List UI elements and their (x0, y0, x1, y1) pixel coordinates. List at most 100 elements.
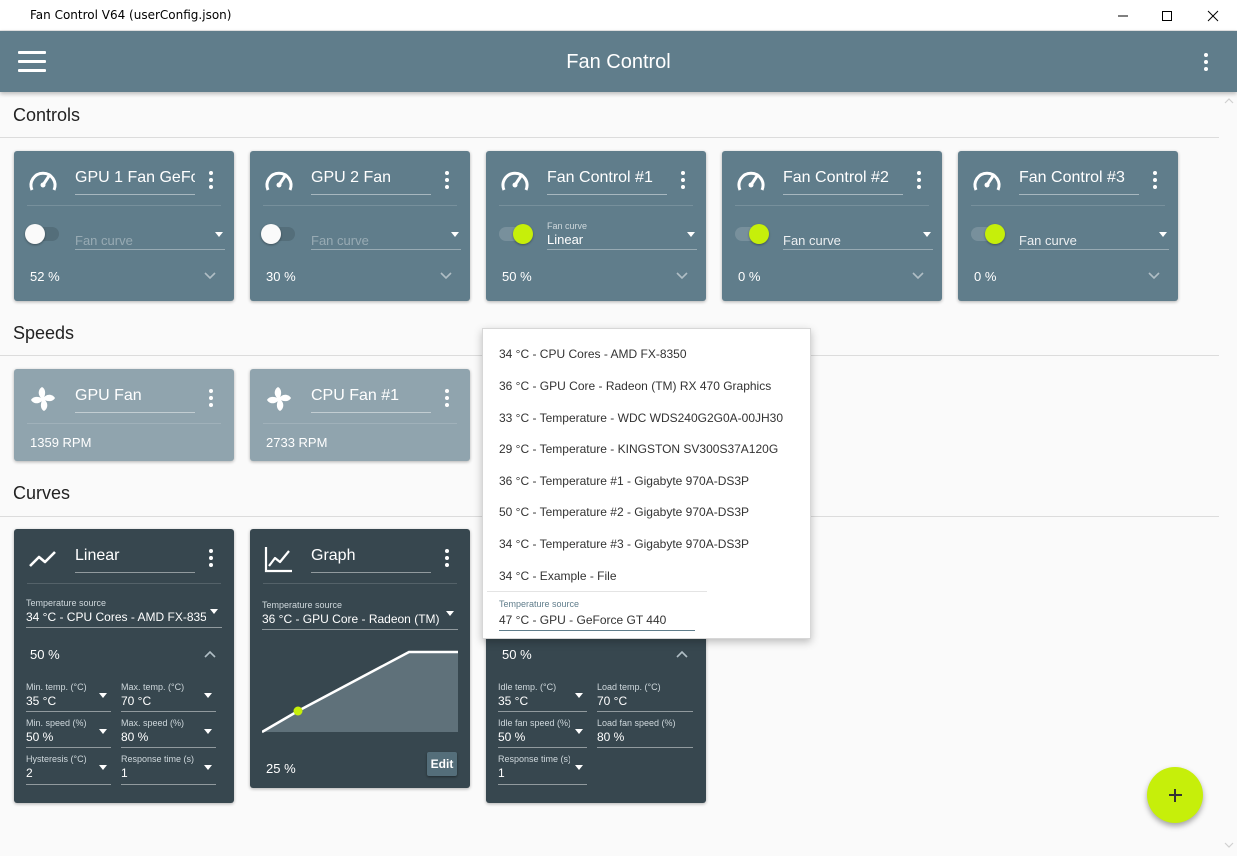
chevron-up-icon[interactable] (675, 649, 689, 659)
max-temp-select[interactable]: Max. temp. (°C) 70 °C (121, 682, 216, 712)
maximize-button[interactable] (1144, 0, 1190, 31)
temperature-source-value: 36 °C - GPU Core - Radeon (TM) RX 470 Gr… (262, 612, 442, 626)
more-options-icon[interactable] (1198, 51, 1214, 73)
hysteresis-select[interactable]: Hysteresis (°C) 2 (26, 754, 111, 785)
controls-section-title: Controls (13, 105, 81, 125)
response-time-select[interactable]: Response time (s) 1 (498, 754, 587, 785)
curve-name-field[interactable]: Linear (75, 547, 195, 573)
control-name-field[interactable]: Fan Control #1 (547, 169, 667, 195)
gauge-icon (29, 171, 57, 191)
control-name-field[interactable]: GPU 1 Fan GeForce (75, 169, 195, 195)
chevron-down-icon[interactable] (911, 271, 925, 281)
idle-fan-speed-select[interactable]: Idle fan speed (%) 50 % (498, 718, 587, 748)
gauge-icon (265, 171, 293, 191)
curve-percent: 25 % (266, 761, 296, 776)
fan-curve-value: Fan curve (311, 233, 369, 248)
temperature-source-select[interactable]: Temperature source 34 °C - CPU Cores - A… (26, 598, 222, 628)
min-temp-select[interactable]: Min. temp. (°C) 35 °C (26, 682, 111, 712)
fan-curve-select[interactable]: Fan curve (783, 225, 933, 250)
temperature-source-caption: Temperature source (499, 599, 580, 609)
control-name-field[interactable]: Fan Control #2 (783, 169, 903, 195)
speed-rpm: 2733 RPM (266, 435, 328, 450)
gauge-icon (973, 171, 1001, 191)
temperature-source-value: 34 °C - CPU Cores - AMD FX-8350 (26, 610, 206, 624)
speed-name-field[interactable]: GPU Fan (75, 387, 195, 413)
gauge-icon (737, 171, 765, 191)
card-more-icon[interactable] (1150, 170, 1160, 190)
control-card: Fan Control #1 Fan curve Linear 50 % (486, 151, 706, 301)
dropdown-option[interactable]: 34 °C - Temperature #3 - Gigabyte 970A-D… (499, 537, 750, 551)
control-percent: 30 % (266, 269, 296, 284)
curve-card: Linear Temperature source 34 °C - CPU Co… (14, 529, 234, 803)
dropdown-option[interactable]: 36 °C - Temperature #1 - Gigabyte 970A-D… (499, 474, 750, 488)
enable-toggle[interactable] (261, 224, 295, 244)
load-temp-field[interactable]: Load temp. (°C) 70 °C (597, 682, 693, 712)
temperature-source-select[interactable]: Temperature source 47 °C - GPU - GeForce… (487, 591, 707, 633)
fan-curve-select[interactable]: Fan curve Linear (547, 221, 697, 250)
chevron-down-icon[interactable] (675, 271, 689, 281)
enable-toggle[interactable] (499, 224, 533, 244)
graph-point (293, 706, 303, 716)
dropdown-option[interactable]: 29 °C - Temperature - KINGSTON SV300S37A… (499, 442, 779, 456)
temperature-source-select[interactable]: Temperature source 36 °C - GPU Core - Ra… (262, 600, 458, 630)
curve-percent: 50 % (502, 647, 532, 662)
chevron-down-icon[interactable] (203, 271, 217, 281)
speed-card: CPU Fan #1 2733 RPM (250, 369, 470, 461)
speed-rpm: 1359 RPM (30, 435, 92, 450)
fan-curve-graph[interactable] (262, 649, 458, 735)
card-more-icon[interactable] (206, 388, 216, 408)
enable-toggle[interactable] (735, 224, 769, 244)
dropdown-option[interactable]: 34 °C - Example - File (499, 569, 617, 583)
fan-curve-select[interactable]: Fan curve (1019, 225, 1169, 250)
control-name-field[interactable]: Fan Control #3 (1019, 169, 1139, 195)
card-more-icon[interactable] (442, 548, 452, 568)
dropdown-option[interactable]: 50 °C - Temperature #2 - Gigabyte 970A-D… (499, 505, 750, 519)
graph-curve-icon (264, 547, 292, 573)
control-percent: 50 % (502, 269, 532, 284)
card-more-icon[interactable] (442, 170, 452, 190)
card-more-icon[interactable] (206, 170, 216, 190)
card-more-icon[interactable] (914, 170, 924, 190)
fan-curve-value: Fan curve (783, 233, 841, 248)
min-speed-select[interactable]: Min. speed (%) 50 % (26, 718, 111, 748)
control-card: GPU 1 Fan GeForce Fan curve 52 % (14, 151, 234, 301)
response-time-select[interactable]: Response time (s) 1 (121, 754, 216, 785)
speed-name-field[interactable]: CPU Fan #1 (311, 387, 431, 413)
app-title: Fan Control (566, 51, 671, 73)
fan-curve-select[interactable]: Fan curve (75, 225, 225, 250)
max-speed-select[interactable]: Max. speed (%) 80 % (121, 718, 216, 748)
controls-divider (0, 137, 1219, 138)
card-more-icon[interactable] (206, 548, 216, 568)
card-more-icon[interactable] (678, 170, 688, 190)
idle-temp-select[interactable]: Idle temp. (°C) 35 °C (498, 682, 587, 712)
app-bar: Fan Control (0, 31, 1237, 92)
edit-button[interactable]: Edit (427, 752, 457, 776)
close-button[interactable] (1190, 0, 1236, 31)
chevron-up-icon[interactable] (203, 649, 217, 659)
curve-percent: 50 % (30, 647, 60, 662)
card-more-icon[interactable] (442, 388, 452, 408)
curve-name-field[interactable]: Graph (311, 547, 431, 573)
temperature-source-dropdown: 34 °C - CPU Cores - AMD FX-8350 36 °C - … (482, 328, 811, 639)
chevron-down-icon[interactable] (439, 271, 453, 281)
enable-toggle[interactable] (25, 224, 59, 244)
add-button[interactable] (1147, 767, 1203, 823)
maximize-icon (1162, 10, 1172, 21)
vertical-scrollbar[interactable] (1221, 92, 1237, 856)
chevron-down-icon[interactable] (1147, 271, 1161, 281)
control-card: Fan Control #2 Fan curve 0 % (722, 151, 942, 301)
temperature-source-value: 47 °C - GPU - GeForce GT 440 (499, 613, 667, 627)
dropdown-option[interactable]: 33 °C - Temperature - WDC WDS240G2G0A-00… (499, 411, 784, 425)
enable-toggle[interactable] (971, 224, 1005, 244)
fan-icon (267, 387, 291, 411)
load-fan-speed-field[interactable]: Load fan speed (%) 80 % (597, 718, 693, 748)
minimize-button[interactable] (1100, 0, 1146, 31)
hamburger-menu-icon[interactable] (18, 51, 46, 73)
fan-curve-select[interactable]: Fan curve (311, 225, 461, 250)
linear-curve-icon (29, 551, 56, 567)
fan-curve-value: Fan curve (1019, 233, 1077, 248)
control-name-field[interactable]: GPU 2 Fan (311, 169, 431, 195)
dropdown-option[interactable]: 36 °C - GPU Core - Radeon (TM) RX 470 Gr… (499, 379, 772, 393)
window-title: Fan Control V64 (userConfig.json) (30, 8, 232, 22)
dropdown-option[interactable]: 34 °C - CPU Cores - AMD FX-8350 (499, 347, 687, 361)
